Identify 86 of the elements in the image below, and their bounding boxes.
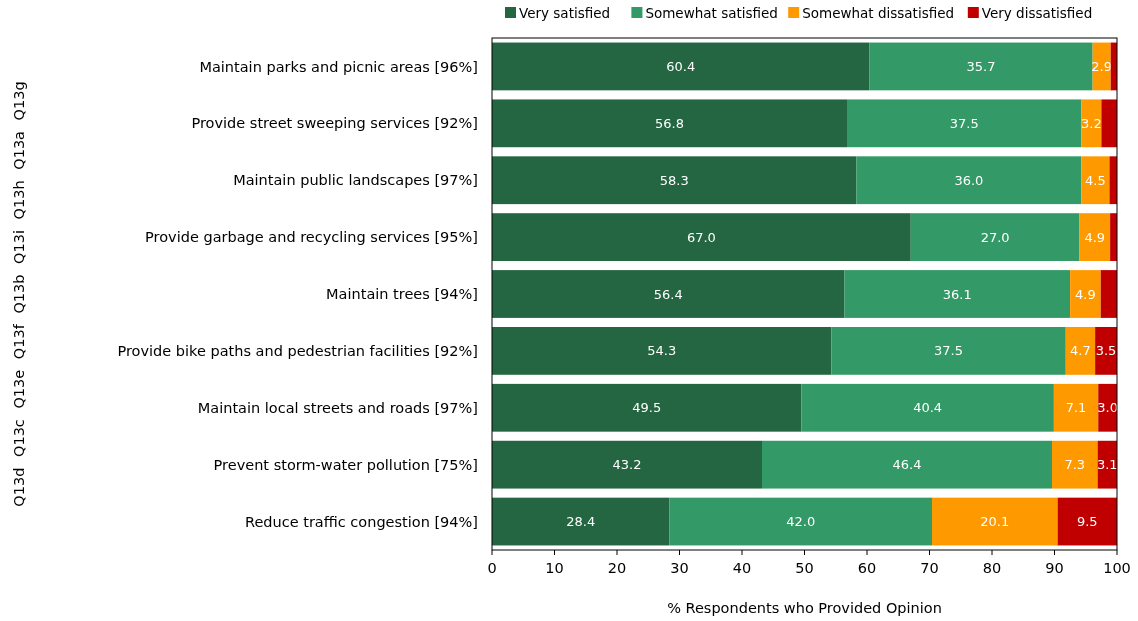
bar [932,497,1058,546]
bar [492,270,845,318]
data-label: 67.0 [686,229,716,245]
x-tick-label: 50 [795,560,814,576]
y-tick-label: Maintain public landscapes [97%] [233,172,478,189]
data-label: 4.7 [1070,343,1091,359]
bar [856,156,1082,205]
data-label: 40.4 [913,400,943,416]
data-label: 3.1 [1096,457,1118,473]
bar [847,99,1082,148]
data-label: 3.2 [1081,115,1102,131]
x-axis-title: % Respondents who Provided Opinion [667,600,942,616]
legend-label: Very satisfied [519,5,611,21]
bar [1079,213,1111,261]
x-tick-label: 100 [1103,560,1131,576]
bar [1081,99,1102,148]
bar [492,213,911,261]
data-label: 43.2 [612,457,642,473]
data-label: 3.0 [1097,400,1118,416]
data-label: 28.4 [566,514,596,530]
data-label: 4.5 [1085,172,1106,188]
data-label: 42.0 [786,514,816,530]
bar [801,383,1054,432]
y-tick-label: Prevent storm-water pollution [75%] [213,456,478,473]
data-label: 3.5 [1095,343,1117,359]
bar [1052,440,1098,489]
bar [492,497,670,546]
bar [492,440,762,489]
x-tick-label: 70 [920,560,939,576]
data-label: 54.3 [647,343,677,359]
y-tick-label: Provide street sweeping services [92%] [191,115,478,132]
data-label: 7.1 [1065,400,1087,416]
data-label: 4.9 [1084,229,1106,245]
legend-label: Somewhat dissatisfied [802,5,955,21]
data-label: 2.9 [1091,58,1113,74]
bar [1057,497,1117,546]
legend-label: Somewhat satisfied [645,5,778,21]
data-label: 36.1 [942,286,972,302]
bar [1070,270,1101,318]
y-tick-label: Reduce traffic congestion [94%] [244,513,478,530]
y-tick-label: Provide garbage and recycling services [95%] [145,229,478,246]
bar [869,42,1093,91]
y-tick-label: Maintain trees [94%] [326,286,478,303]
x-tick-label: 0 [487,560,497,576]
data-label: 20.1 [980,514,1010,530]
x-tick-label: 30 [670,560,689,576]
x-tick-label: 60 [857,560,877,576]
x-tick-label: 10 [545,560,564,576]
x-tick-label: 80 [982,560,1002,576]
y-tick-label: Maintain parks and picnic areas [96%] [199,58,478,75]
legend-label: Very dissatisfied [981,5,1093,21]
bar [492,42,870,91]
bar [492,156,857,205]
data-label: 35.7 [966,58,996,74]
data-label: 56.4 [653,286,683,302]
bar [910,213,1080,261]
data-label: 7.3 [1064,457,1086,473]
data-label: 37.5 [934,343,964,359]
y-tick-label: Maintain local streets and roads [97%] [197,399,478,416]
data-label: 37.5 [949,115,979,131]
data-label: 58.3 [659,172,689,188]
bar [1101,99,1118,148]
bar [492,99,847,148]
x-tick-label: 40 [732,560,752,576]
x-tick-label: 20 [607,560,627,576]
data-label: 60.4 [666,58,696,74]
bar [1081,156,1110,205]
data-label: 46.4 [892,457,922,473]
text: Q13d Q13c Q13e Q13f Q13b Q13i Q13h Q13a Q13g [11,81,27,507]
data-label: 49.5 [632,400,662,416]
bar [762,440,1052,489]
bar [492,327,832,375]
data-label: 56.8 [655,115,684,131]
bar [1065,327,1096,375]
x-tick-label: 90 [1045,560,1064,576]
data-label: 27.0 [980,229,1010,245]
bar [1053,383,1099,432]
bar [492,383,802,432]
data-label: 4.9 [1075,286,1096,302]
data-label: 36.0 [954,172,984,188]
data-label: 9.5 [1076,514,1098,530]
bar [831,327,1066,375]
bar [844,270,1071,318]
bar [669,497,932,546]
y-tick-label: Provide bike paths and pedestrian facilities [92%] [117,342,478,359]
bar [1100,270,1117,318]
